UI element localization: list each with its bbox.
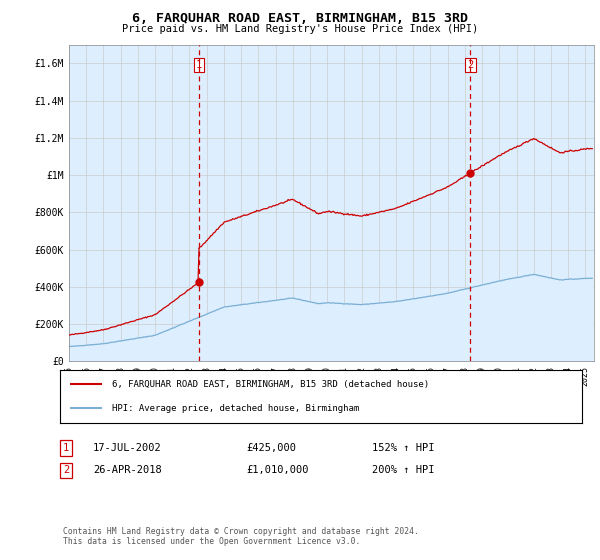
Text: 1: 1 [196, 60, 202, 69]
Text: 2: 2 [63, 465, 69, 475]
Text: Price paid vs. HM Land Registry's House Price Index (HPI): Price paid vs. HM Land Registry's House … [122, 24, 478, 34]
Text: Contains HM Land Registry data © Crown copyright and database right 2024.
This d: Contains HM Land Registry data © Crown c… [63, 526, 419, 546]
Text: 1: 1 [63, 443, 69, 453]
Text: 2: 2 [467, 60, 473, 69]
Text: 17-JUL-2002: 17-JUL-2002 [93, 443, 162, 453]
Text: 6, FARQUHAR ROAD EAST, BIRMINGHAM, B15 3RD: 6, FARQUHAR ROAD EAST, BIRMINGHAM, B15 3… [132, 12, 468, 25]
Text: 152% ↑ HPI: 152% ↑ HPI [372, 443, 434, 453]
Text: 6, FARQUHAR ROAD EAST, BIRMINGHAM, B15 3RD (detached house): 6, FARQUHAR ROAD EAST, BIRMINGHAM, B15 3… [112, 380, 430, 389]
Text: HPI: Average price, detached house, Birmingham: HPI: Average price, detached house, Birm… [112, 404, 359, 413]
Text: 200% ↑ HPI: 200% ↑ HPI [372, 465, 434, 475]
Text: 26-APR-2018: 26-APR-2018 [93, 465, 162, 475]
Text: £425,000: £425,000 [246, 443, 296, 453]
Text: £1,010,000: £1,010,000 [246, 465, 308, 475]
